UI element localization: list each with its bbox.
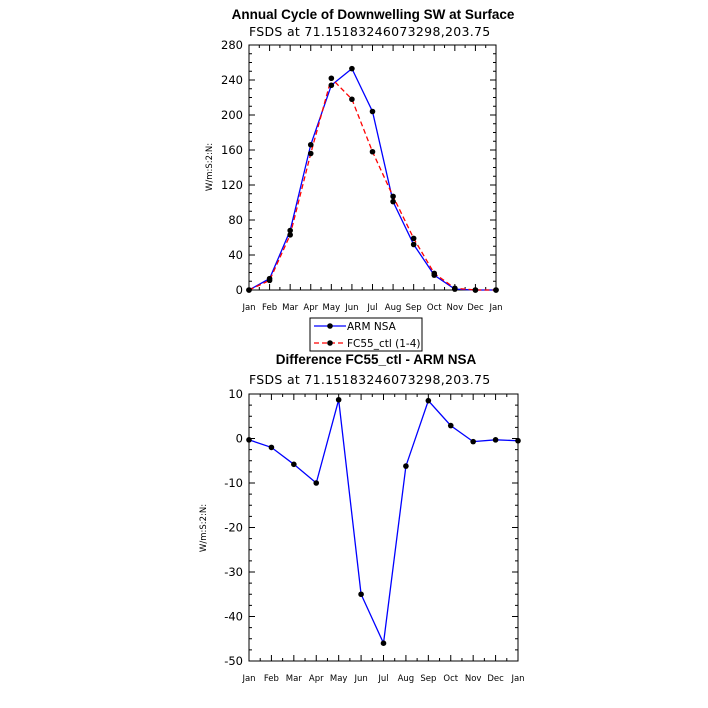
x-tick-label: Mar xyxy=(282,303,299,313)
x-tick-label: Aug xyxy=(398,674,415,684)
legend-marker-arm-nsa xyxy=(327,323,333,329)
top-series-1-point xyxy=(287,232,293,238)
x-tick-label: Feb xyxy=(262,303,277,313)
x-tick-label: Jul xyxy=(377,674,388,684)
bottom-series-0-point xyxy=(380,640,387,646)
x-tick-label: Jan xyxy=(241,674,255,684)
top-chart-plot-frame xyxy=(248,44,497,291)
x-tick-label: Oct xyxy=(427,303,442,313)
x-tick-label: Apr xyxy=(303,303,318,313)
bottom-series-line-0 xyxy=(248,399,519,646)
bottom-series-0-point xyxy=(403,463,409,469)
top-chart-series xyxy=(246,65,499,293)
y-tick-label: -10 xyxy=(224,476,243,490)
top-series-0-point xyxy=(349,65,355,72)
x-tick-label: Sep xyxy=(420,674,436,684)
bottom-series-0-point xyxy=(447,422,454,429)
x-tick-label: Aug xyxy=(385,303,402,313)
top-chart-ticks: 0 40 80 120 160 200 240 280 Jan Feb Mar Apr May Jun Ju… xyxy=(221,38,503,313)
x-tick-label: Jul xyxy=(366,303,377,313)
top-chart: Annual Cycle of Downwelling SW at Surfac… xyxy=(205,7,515,313)
legend-marker-fc55 xyxy=(327,340,333,346)
top-series-1-point xyxy=(452,285,458,292)
top-series-1-point xyxy=(328,75,335,82)
y-tick-label: 40 xyxy=(228,248,243,262)
bottom-series-0-point xyxy=(470,438,476,445)
bottom-series-0-point xyxy=(335,396,342,403)
legend-box xyxy=(309,317,423,352)
bottom-series-0-point xyxy=(358,591,364,598)
top-series-1-point xyxy=(390,193,396,200)
bottom-series-0-point xyxy=(268,444,275,451)
legend-label-fc55: FC55_ctl (1-4) xyxy=(347,338,420,350)
bottom-chart-plot-frame xyxy=(248,393,519,662)
bottom-series-0-point xyxy=(313,480,320,486)
y-tick-label: 10 xyxy=(228,387,243,401)
bottom-chart-ticks: -50 -40 -30 -20 -10 0 10 Jan Feb Mar Apr May Jun Jul A… xyxy=(224,387,524,684)
y-tick-label: 160 xyxy=(221,143,243,157)
y-tick-label: 200 xyxy=(221,108,243,122)
y-tick-label: 0 xyxy=(236,432,243,446)
top-series-1-point xyxy=(369,148,376,155)
y-tick-label: -50 xyxy=(224,654,243,668)
y-tick-label: 0 xyxy=(236,283,243,297)
x-tick-label: Mar xyxy=(286,674,303,684)
x-tick-label: Nov xyxy=(465,674,482,684)
bottom-chart-subtitle: FSDS at 71.15183246073298,203.75 xyxy=(249,372,491,387)
x-tick-label: Feb xyxy=(264,674,279,684)
top-chart-y-axis-label: W/m:S:2:N: xyxy=(205,143,215,191)
bottom-chart: Difference FC55_ctl - ARM NSA FSDS at 71… xyxy=(199,352,525,684)
x-tick-label: Oct xyxy=(443,674,458,684)
bottom-series-0-point xyxy=(515,437,521,444)
y-tick-label: -40 xyxy=(224,610,243,624)
top-series-0-point xyxy=(390,198,396,205)
top-series-1-point xyxy=(349,96,355,103)
bottom-series-0-point xyxy=(425,397,432,404)
x-tick-label: May xyxy=(330,674,348,684)
x-tick-label: Dec xyxy=(487,674,504,684)
legend: ARM NSA FC55_ctl (1-4) xyxy=(309,317,423,352)
top-series-0-point xyxy=(369,108,376,115)
top-series-0-point xyxy=(307,141,314,148)
bottom-chart-title: Difference FC55_ctl - ARM NSA xyxy=(276,352,477,367)
top-series-0-point xyxy=(328,82,335,89)
top-series-0-point xyxy=(287,227,293,234)
y-tick-label: 80 xyxy=(228,213,243,227)
x-tick-label: Jan xyxy=(241,303,255,313)
bottom-series-0-point xyxy=(246,437,252,443)
x-tick-label: Jan xyxy=(488,303,502,313)
top-series-0-point xyxy=(410,241,417,248)
bottom-chart-y-axis-label: W/m:S:2:N: xyxy=(199,504,209,552)
bottom-series-0-point xyxy=(492,437,499,443)
y-tick-label: 240 xyxy=(221,73,243,87)
top-series-1-point xyxy=(493,287,499,293)
x-tick-label: Dec xyxy=(467,303,484,313)
y-tick-label: 280 xyxy=(221,38,243,52)
top-chart-title: Annual Cycle of Downwelling SW at Surfac… xyxy=(232,7,515,22)
x-tick-label: Nov xyxy=(447,303,464,313)
bottom-series-0-point xyxy=(291,461,297,468)
x-tick-label: May xyxy=(323,303,341,313)
y-tick-label: -20 xyxy=(224,521,243,535)
legend-label-arm-nsa: ARM NSA xyxy=(347,321,397,333)
y-tick-label: 120 xyxy=(221,178,243,192)
x-tick-label: Apr xyxy=(309,674,324,684)
top-chart-subtitle: FSDS at 71.15183246073298,203.75 xyxy=(249,24,491,39)
x-tick-label: Jan xyxy=(510,674,524,684)
bottom-chart-series xyxy=(246,396,521,646)
x-tick-label: Jun xyxy=(353,674,367,684)
y-tick-label: -30 xyxy=(224,565,243,579)
top-series-line-0 xyxy=(248,67,496,291)
top-series-1-point xyxy=(472,287,479,293)
top-series-1-point xyxy=(410,235,417,242)
x-tick-label: Jun xyxy=(344,303,358,313)
top-series-1-point xyxy=(431,270,438,277)
top-series-1-point xyxy=(266,277,273,284)
x-tick-label: Sep xyxy=(406,303,422,313)
top-series-1-point xyxy=(307,150,314,157)
top-series-1-point xyxy=(246,287,252,293)
